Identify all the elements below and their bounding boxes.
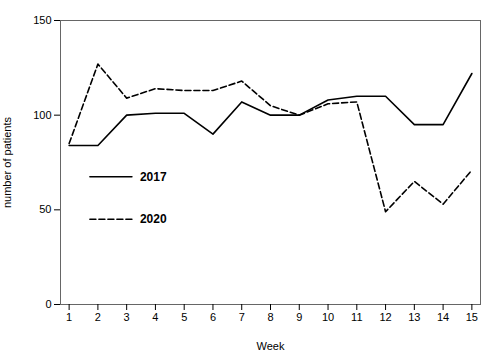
svg-text:8: 8 xyxy=(267,311,273,323)
svg-text:50: 50 xyxy=(39,203,51,215)
svg-text:12: 12 xyxy=(379,311,391,323)
svg-text:4: 4 xyxy=(152,311,158,323)
svg-text:5: 5 xyxy=(181,311,187,323)
svg-text:3: 3 xyxy=(124,311,130,323)
svg-text:11: 11 xyxy=(351,311,362,323)
svg-text:9: 9 xyxy=(296,311,302,323)
svg-text:10: 10 xyxy=(322,311,334,323)
svg-text:13: 13 xyxy=(408,311,420,323)
svg-text:1: 1 xyxy=(66,311,72,323)
svg-text:0: 0 xyxy=(45,298,51,310)
svg-text:14: 14 xyxy=(437,311,449,323)
svg-text:2: 2 xyxy=(95,311,101,323)
svg-text:15: 15 xyxy=(466,311,478,323)
svg-text:number of patients: number of patients xyxy=(1,116,13,208)
svg-text:Week: Week xyxy=(257,340,285,352)
svg-text:2020: 2020 xyxy=(140,212,167,226)
svg-text:7: 7 xyxy=(239,311,245,323)
svg-text:6: 6 xyxy=(210,311,216,323)
svg-text:2017: 2017 xyxy=(140,170,167,184)
svg-text:150: 150 xyxy=(33,14,51,26)
svg-text:100: 100 xyxy=(33,109,51,121)
